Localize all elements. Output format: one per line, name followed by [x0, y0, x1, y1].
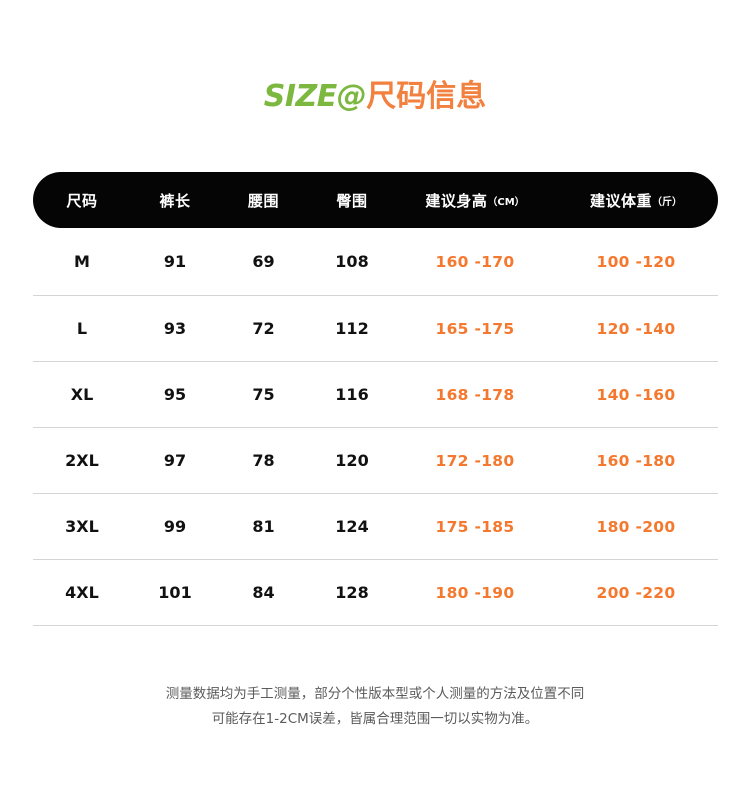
cell-height: 168 -178 — [435, 385, 515, 404]
cell-hip: 108 — [335, 252, 369, 271]
column-header-hip: 臀围 — [308, 190, 396, 211]
column-header-height: 建议身高（CM） — [396, 190, 554, 211]
cell-weight: 140 -160 — [596, 385, 676, 404]
page-title-wrapper: SIZE@尺码信息 — [0, 0, 750, 112]
table-header-row: 尺码 裤长 腰围 臀围 建议身高（CM） 建议体重（斤） — [33, 172, 718, 228]
column-header-waist-label: 腰围 — [247, 191, 279, 210]
cell-waist: 84 — [252, 583, 275, 602]
cell-waist: 69 — [252, 252, 275, 271]
column-header-weight: 建议体重（斤） — [554, 190, 718, 211]
cell-hip: 124 — [335, 517, 369, 536]
cell-height: 180 -190 — [435, 583, 515, 602]
size-chart-table: 尺码 裤长 腰围 臀围 建议身高（CM） 建议体重（斤） M 91 69 108… — [33, 172, 718, 626]
cell-size: XL — [70, 385, 94, 404]
cell-hip: 116 — [335, 385, 369, 404]
measurement-disclaimer: 测量数据均为手工测量，部分个性版本型或个人测量的方法及位置不同 可能存在1-2C… — [0, 682, 750, 732]
cell-size: L — [76, 319, 88, 338]
cell-size: 4XL — [65, 583, 99, 602]
column-header-height-label: 建议身高 — [425, 191, 488, 210]
column-header-hip-label: 臀围 — [336, 191, 368, 210]
cell-size: M — [74, 252, 90, 271]
cell-pant-length: 101 — [158, 583, 192, 602]
column-header-height-unit: （CM） — [487, 196, 525, 208]
cell-pant-length: 91 — [163, 252, 187, 271]
cell-hip: 112 — [335, 319, 369, 338]
measurement-disclaimer-line-1: 测量数据均为手工测量，部分个性版本型或个人测量的方法及位置不同 — [165, 686, 585, 702]
cell-weight: 120 -140 — [596, 319, 676, 338]
table-body: M 91 69 108 160 -170 100 -120 L 93 72 11… — [33, 228, 718, 626]
cell-height: 175 -185 — [435, 517, 515, 536]
cell-height: 160 -170 — [435, 252, 515, 271]
cell-pant-length: 93 — [163, 319, 187, 338]
column-header-weight-label: 建议体重 — [589, 191, 652, 210]
cell-weight: 100 -120 — [596, 252, 676, 271]
column-header-weight-unit: （斤） — [652, 196, 682, 208]
cell-size: 2XL — [65, 451, 99, 470]
column-header-pant-length: 裤长 — [131, 190, 219, 211]
column-header-waist: 腰围 — [219, 190, 308, 211]
column-header-size: 尺码 — [33, 190, 131, 211]
cell-weight: 200 -220 — [596, 583, 676, 602]
cell-weight: 180 -200 — [596, 517, 676, 536]
cell-pant-length: 99 — [163, 517, 187, 536]
measurement-disclaimer-line-2: 可能存在1-2CM误差，皆属合理范围一切以实物为准。 — [211, 711, 539, 727]
cell-waist: 78 — [252, 451, 275, 470]
table-row: L 93 72 112 165 -175 120 -140 — [33, 296, 718, 362]
page-title: SIZE@尺码信息 — [264, 82, 487, 112]
cell-weight: 160 -180 — [596, 451, 676, 470]
table-row: 3XL 99 81 124 175 -185 180 -200 — [33, 494, 718, 560]
cell-pant-length: 97 — [163, 451, 187, 470]
cell-hip: 128 — [335, 583, 369, 602]
table-row: 4XL 101 84 128 180 -190 200 -220 — [33, 560, 718, 626]
cell-hip: 120 — [335, 451, 369, 470]
cell-waist: 75 — [252, 385, 275, 404]
cell-height: 172 -180 — [435, 451, 515, 470]
column-header-size-label: 尺码 — [66, 191, 98, 210]
table-row: 2XL 97 78 120 172 -180 160 -180 — [33, 428, 718, 494]
page-title-cjk: 尺码信息 — [366, 79, 487, 114]
cell-height: 165 -175 — [435, 319, 515, 338]
page-title-latin: SIZE@ — [263, 79, 367, 114]
cell-waist: 72 — [252, 319, 275, 338]
cell-pant-length: 95 — [163, 385, 187, 404]
cell-size: 3XL — [65, 517, 99, 536]
column-header-pant-length-label: 裤长 — [159, 191, 191, 210]
table-row: XL 95 75 116 168 -178 140 -160 — [33, 362, 718, 428]
cell-waist: 81 — [252, 517, 275, 536]
table-row: M 91 69 108 160 -170 100 -120 — [33, 228, 718, 296]
